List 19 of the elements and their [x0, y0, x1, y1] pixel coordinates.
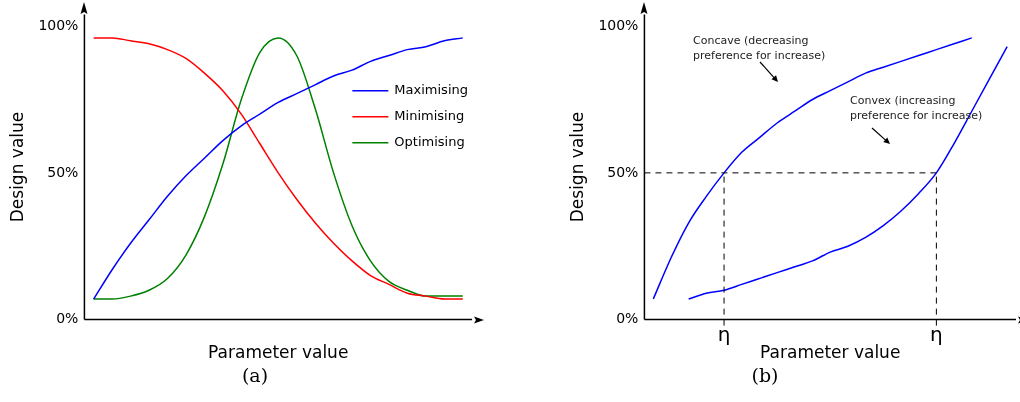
y-tick-label: 0%: [616, 310, 639, 327]
x-axis-title: Parameter value: [760, 342, 901, 363]
text: (b): [750, 364, 780, 386]
y-tick-label: 0%: [56, 310, 79, 327]
x-tick-label: η: [717, 321, 731, 346]
y-axis-title: Design value: [566, 111, 587, 223]
x-axis-title: Parameter value: [208, 342, 349, 363]
annotation: Concave (decreasing preference for increase): [693, 33, 827, 63]
legend-label: Maximising: [394, 82, 468, 98]
y-tick-label: 50%: [607, 163, 639, 180]
y-axis-title: Design value: [6, 111, 27, 223]
legend-label: Minimising: [394, 108, 465, 124]
y-tick-label: 50%: [47, 163, 79, 180]
legend-label: Optimising: [394, 134, 465, 150]
line-series: [687, 45, 1008, 300]
y-tick-label: 100%: [598, 16, 639, 33]
x-tick-label: η: [930, 321, 943, 346]
text: (a): [240, 364, 270, 386]
y-tick-label: 100%: [38, 16, 79, 33]
